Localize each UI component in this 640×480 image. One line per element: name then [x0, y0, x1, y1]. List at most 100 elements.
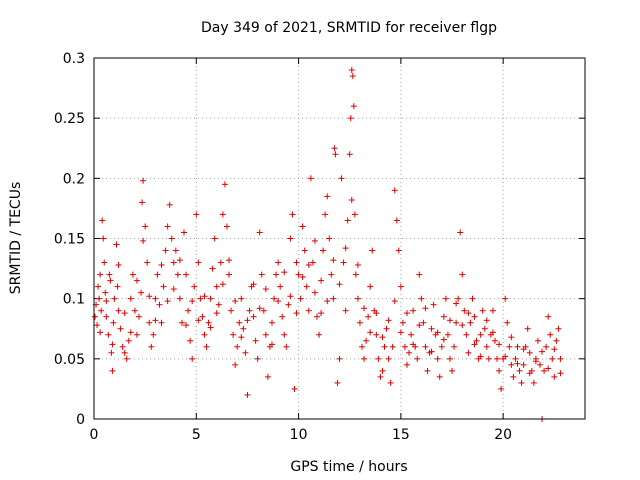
data-point — [125, 337, 132, 344]
data-point — [127, 295, 134, 302]
data-point — [453, 319, 460, 326]
data-point — [383, 325, 390, 332]
data-point — [97, 271, 104, 278]
data-point — [254, 355, 261, 362]
data-point — [232, 298, 239, 305]
data-point — [114, 283, 121, 290]
data-point — [148, 343, 155, 350]
data-point — [213, 283, 220, 290]
data-point — [170, 286, 177, 293]
data-point — [446, 317, 453, 324]
data-point — [146, 293, 153, 300]
data-point — [471, 341, 478, 348]
data-point — [424, 367, 431, 374]
y-axis-label: SRMTID / TECUs — [8, 182, 24, 295]
data-point — [201, 293, 208, 300]
data-point — [410, 307, 417, 314]
x-axis-label: GPS time / hours — [290, 459, 407, 475]
data-point — [92, 313, 99, 320]
data-point — [142, 223, 149, 230]
data-point — [361, 305, 368, 312]
data-point — [404, 361, 411, 368]
data-point — [240, 325, 247, 332]
data-point — [297, 295, 304, 302]
data-point — [330, 257, 337, 264]
data-point — [217, 259, 224, 266]
data-point — [195, 317, 202, 324]
data-point — [209, 265, 216, 272]
data-point — [330, 295, 337, 302]
data-point — [489, 329, 496, 336]
data-point — [449, 367, 456, 374]
data-point — [444, 331, 451, 338]
data-point — [373, 331, 380, 338]
data-point — [234, 343, 241, 350]
data-point — [133, 331, 140, 338]
data-point — [283, 343, 290, 350]
data-point — [277, 283, 284, 290]
data-point — [250, 281, 257, 288]
data-point — [555, 325, 562, 332]
data-point — [408, 331, 415, 338]
data-point — [199, 313, 206, 320]
y-tick-label: 0.25 — [54, 111, 85, 127]
data-point — [465, 349, 472, 356]
data-point — [397, 329, 404, 336]
data-point — [150, 331, 157, 338]
data-point — [158, 319, 165, 326]
data-point — [309, 259, 316, 266]
data-point — [191, 283, 198, 290]
data-point — [121, 310, 128, 317]
chart-title: Day 349 of 2021, SRMTID for receiver flg… — [201, 20, 497, 36]
data-point — [356, 319, 363, 326]
data-point — [238, 334, 245, 341]
data-point — [440, 313, 447, 320]
plot-frame — [93, 57, 586, 420]
data-point — [172, 247, 179, 254]
data-point — [275, 259, 282, 266]
data-point — [268, 341, 275, 348]
data-point — [536, 361, 543, 368]
data-point — [250, 313, 257, 320]
x-tick-label: 20 — [494, 427, 512, 443]
data-point — [262, 331, 269, 338]
data-point — [95, 283, 102, 290]
data-point — [518, 379, 525, 386]
data-point — [430, 301, 437, 308]
data-point — [189, 355, 196, 362]
data-point — [453, 300, 460, 307]
data-point — [541, 367, 548, 374]
data-point — [121, 349, 128, 356]
y-tick-label: 0.1 — [63, 292, 85, 308]
data-point — [545, 313, 552, 320]
data-point — [365, 313, 372, 320]
y-tick-label: 0 — [76, 412, 85, 428]
data-point — [287, 235, 294, 242]
data-point — [299, 223, 306, 230]
x-tick-label: 10 — [290, 427, 308, 443]
data-point — [414, 355, 421, 362]
data-point — [363, 337, 370, 344]
data-point — [318, 277, 325, 284]
data-point — [281, 269, 288, 276]
data-point — [313, 313, 320, 320]
data-point — [385, 355, 392, 362]
data-point — [428, 348, 435, 355]
data-point — [123, 355, 130, 362]
data-point — [485, 355, 492, 362]
data-point — [152, 295, 159, 302]
data-point — [168, 235, 175, 242]
data-point — [324, 298, 331, 305]
data-point — [252, 337, 259, 344]
data-point — [348, 67, 355, 74]
data-point — [109, 341, 116, 348]
data-point — [176, 257, 183, 264]
data-point — [246, 307, 253, 314]
data-point — [318, 310, 325, 317]
data-point — [477, 353, 484, 360]
data-point — [483, 343, 490, 350]
x-tick-label: 5 — [192, 427, 201, 443]
data-point — [97, 329, 104, 336]
data-point — [338, 175, 345, 182]
